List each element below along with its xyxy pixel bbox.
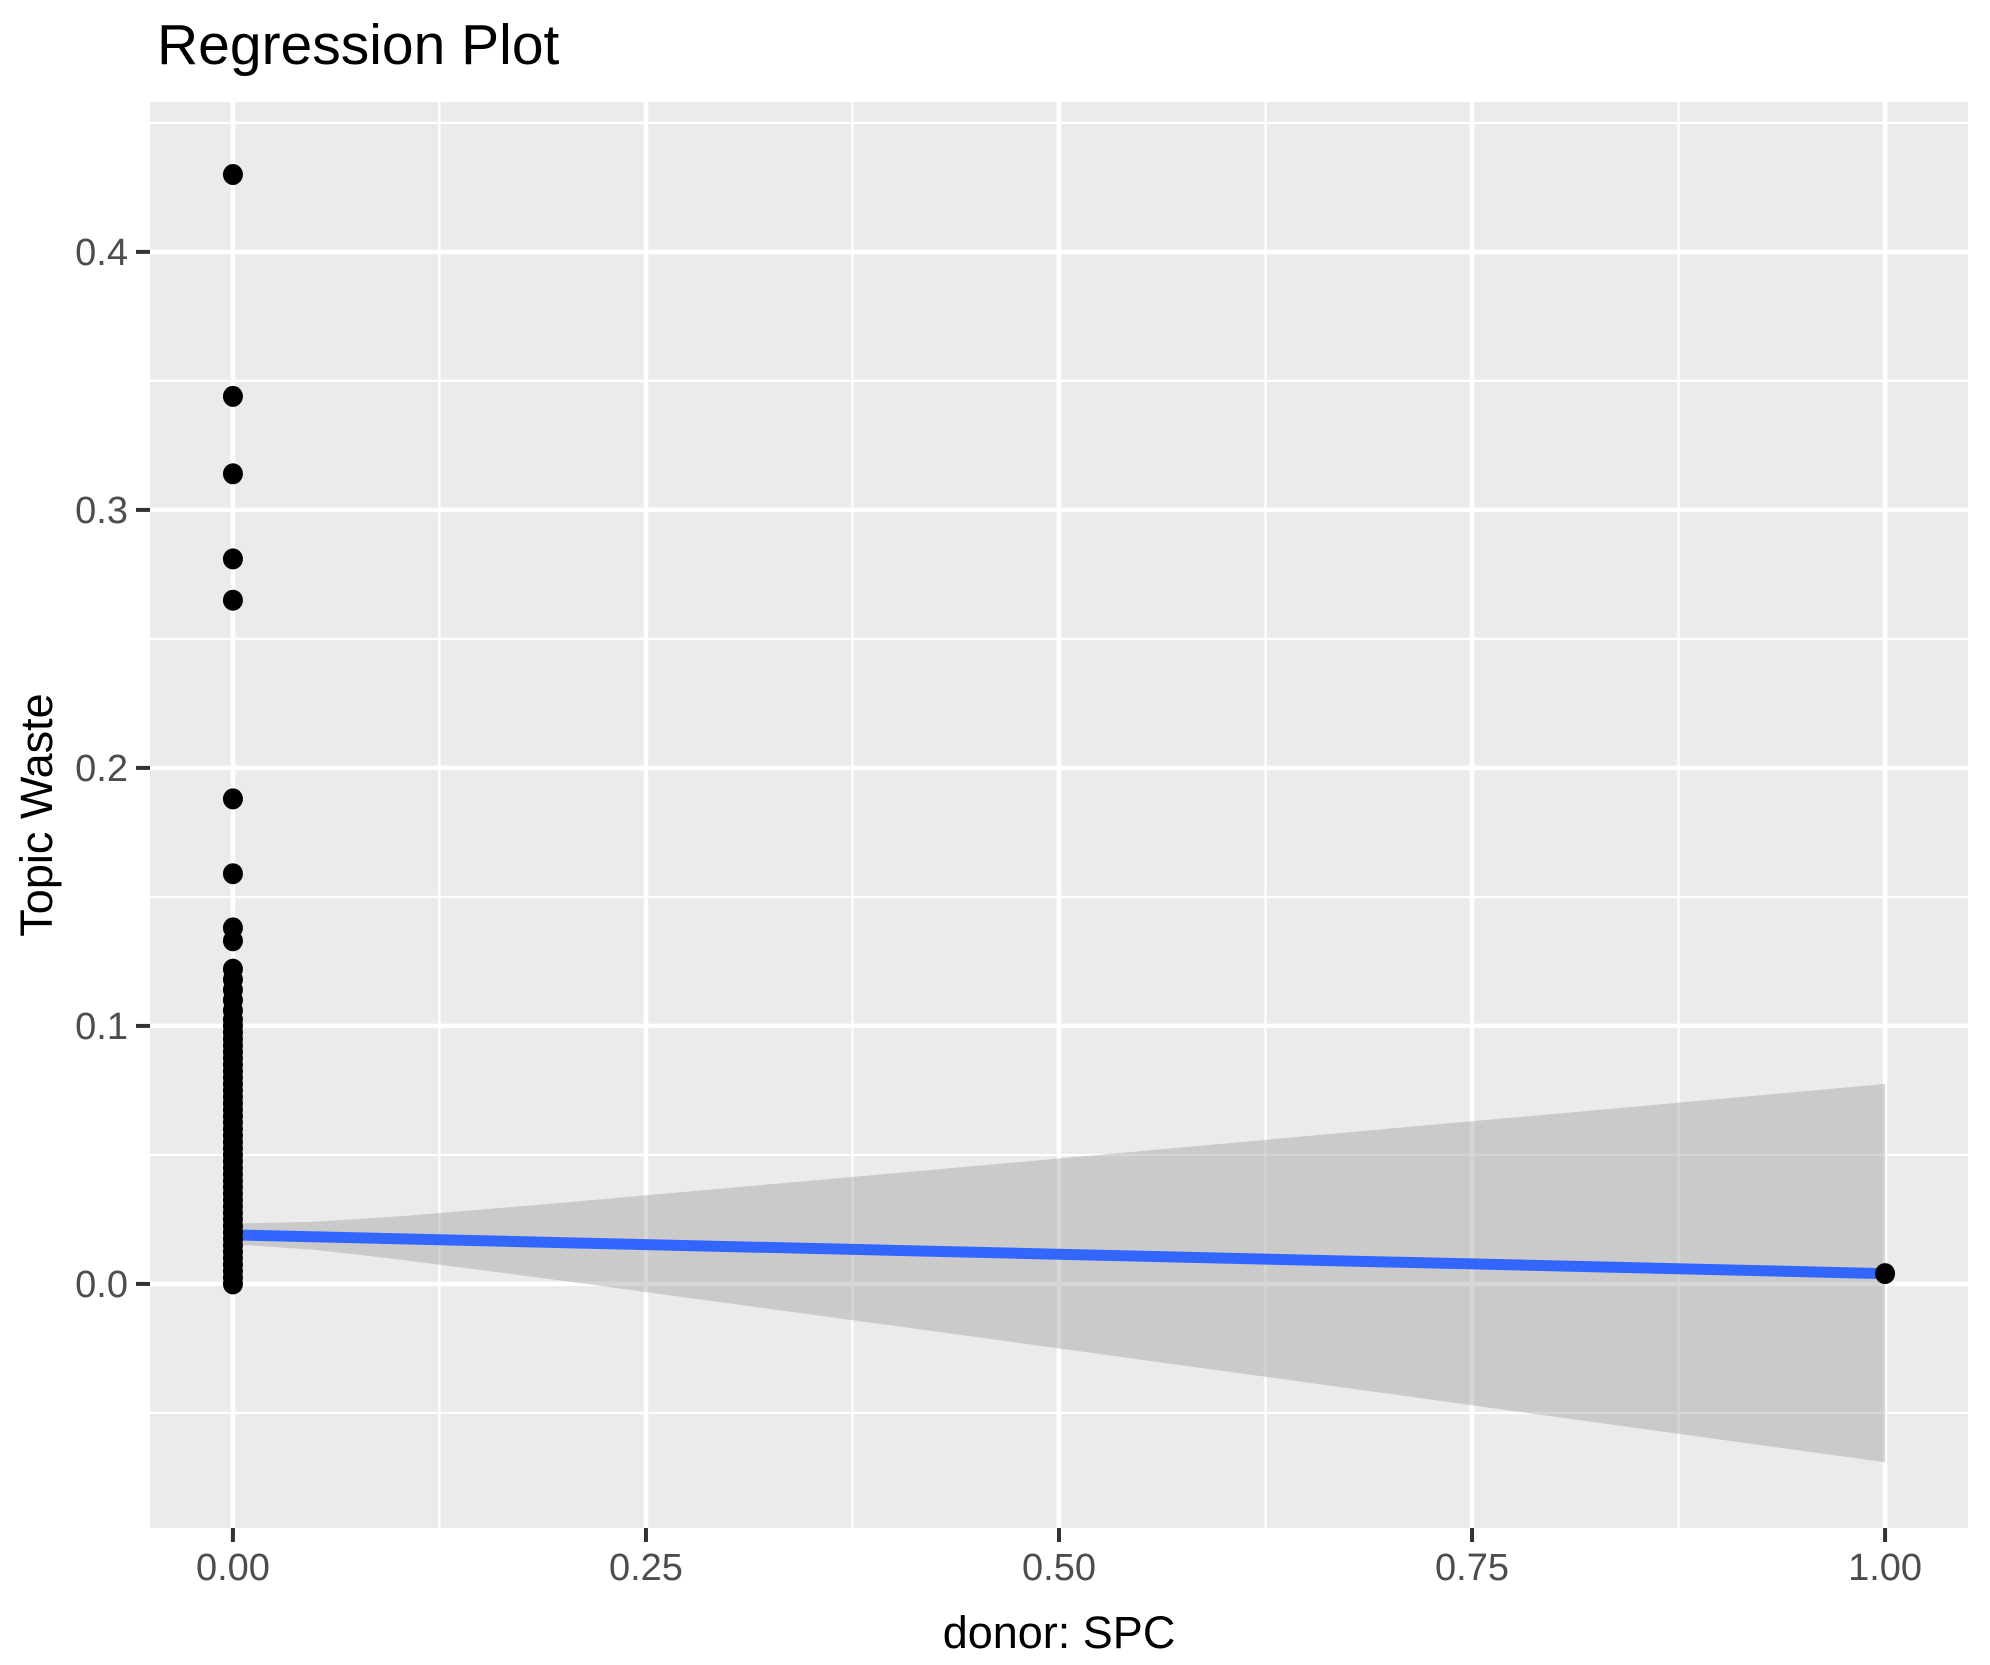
data-point	[222, 589, 243, 611]
y-tick-label: 0.3	[75, 490, 128, 532]
x-tick-label: 0.50	[1022, 1547, 1096, 1589]
plot-title: Regression Plot	[157, 13, 560, 77]
data-point	[222, 163, 243, 185]
y-axis-title: Topic Waste	[11, 693, 62, 936]
x-tick-labels: 0.00 0.25 0.50 0.75 1.00	[196, 1547, 1922, 1589]
data-point	[222, 917, 243, 939]
data-point	[222, 788, 243, 810]
data-point	[222, 385, 243, 407]
x-tick-label: 0.25	[609, 1547, 683, 1589]
data-point	[222, 548, 243, 570]
y-tick-label: 0.2	[75, 748, 128, 790]
x-tick-label: 0.00	[196, 1547, 270, 1589]
data-point	[1875, 1263, 1896, 1285]
axis-ticks	[136, 249, 1888, 1542]
major-gridlines	[150, 102, 1968, 1528]
y-tick-label: 0.4	[75, 232, 128, 274]
x-tick-label: 0.75	[1435, 1547, 1509, 1589]
scatter-points	[222, 163, 1896, 1295]
data-point	[222, 463, 243, 485]
x-tick-label: 1.00	[1848, 1547, 1922, 1589]
data-point	[222, 958, 243, 980]
data-point	[222, 863, 243, 885]
y-tick-label: 0.0	[75, 1264, 128, 1306]
regression-line	[232, 1229, 1886, 1280]
confidence-ribbon	[232, 1083, 1886, 1463]
y-tick-labels: 0.0 0.1 0.2 0.3 0.4	[75, 232, 128, 1306]
y-tick-label: 0.1	[75, 1006, 128, 1048]
x-axis-title: donor: SPC	[943, 1607, 1176, 1658]
